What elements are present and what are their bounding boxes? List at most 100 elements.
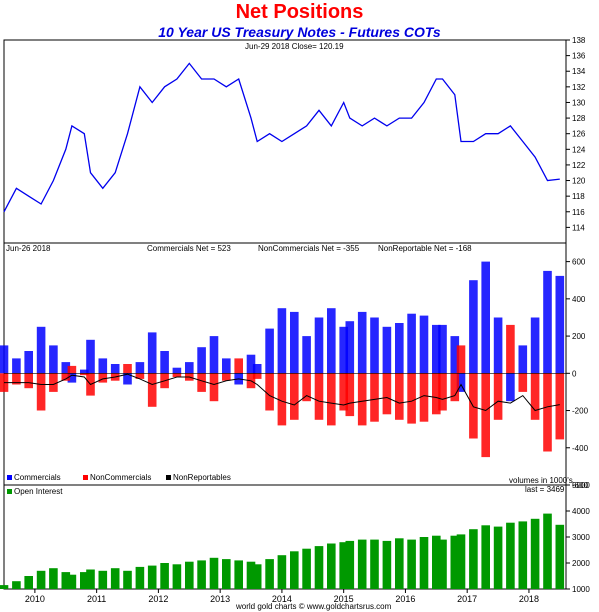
price-tick-label-130: 130 [572,98,586,107]
net-bar-commercials-5 [61,362,71,374]
price-line [3,62,560,213]
oi-tick-label-1000: 1000 [572,585,590,594]
oi-bar-40 [456,534,466,589]
net-bar-commercials-40 [456,373,466,392]
legend-nonreportables-swatch [166,475,171,480]
net-tick-label-400: 400 [572,295,586,304]
net-bar-noncommercials-45 [518,373,528,392]
chart-title: Net Positions [235,1,364,23]
x-axis: 2010 2011 2012 2013 2014 2015 2016 2017 2018 [25,589,539,604]
net-bar-noncommercials-39 [450,373,460,402]
net-bar-noncommercials-48 [555,373,565,440]
price-tick-label-138: 138 [572,36,586,45]
net-bar-commercials-19 [222,358,231,374]
price-tick-label-116: 116 [572,208,585,217]
x-tick-label-2017: 2017 [457,594,477,604]
price-tick-label-114: 114 [572,223,585,232]
net-bar-noncommercials-12 [135,373,145,379]
net-bar-commercials-21 [246,354,256,374]
legend-commercials-swatch [7,475,12,480]
net-bar-noncommercials-1 [12,373,21,385]
oi-bar-43 [493,526,503,589]
net-header-commercials: Commercials Net = 523 [147,244,231,253]
oi-bar-44 [506,522,515,589]
net-bar-noncommercials-38 [438,373,447,411]
net-bar-noncommercials-7 [80,373,89,376]
net-bar-noncommercials-29 [339,373,348,411]
price-tick-label-126: 126 [572,130,586,139]
oi-bar-26 [302,548,311,589]
oi-bar-14 [160,563,169,589]
oi-bar-27 [314,546,324,589]
net-bar-noncommercials-34 [395,373,404,420]
net-tick-label-600: 600 [572,258,586,267]
net-bar-noncommercials-43 [493,373,503,420]
x-tick-label-2016: 2016 [395,594,415,604]
net-bar-commercials-1 [12,358,21,374]
oi-bar-12 [135,566,145,589]
net-bar-noncommercials-11 [123,364,132,374]
oi-bar-7 [80,572,89,589]
net-bar-commercials-26 [302,336,311,374]
net-bar-commercials-10 [110,364,120,374]
net-bar-noncommercials-13 [147,373,157,407]
oi-bar-15 [172,564,182,589]
oi-bar-37 [432,535,441,589]
oi-bar-10 [110,568,120,589]
oi-bar-47 [543,513,552,589]
net-bar-commercials-7 [80,369,89,374]
net-bar-commercials-29 [339,326,348,374]
net-tick-label--200: -200 [572,407,589,416]
net-bar-commercials-41 [469,280,478,374]
net-bar-commercials-32 [370,317,379,374]
x-tick-label-2013: 2013 [210,594,230,604]
net-header-noncommercials: NonCommercials Net = -355 [258,244,360,253]
price-tick-label-136: 136 [572,52,586,61]
oi-last-label: last = 3469 [525,485,565,494]
net-bar-noncommercials-2 [24,373,33,389]
oi-tick-label-5000: 5000 [572,481,590,490]
x-tick-label-2011: 2011 [87,594,106,604]
legend-noncommercials-swatch [83,475,88,480]
oi-bar-32 [370,539,379,589]
oi-bar-13 [147,565,157,589]
net-tick-label-200: 200 [572,332,586,341]
net-bar-commercials-8 [86,339,95,374]
oi-bar-0 [0,585,9,589]
net-bar-commercials-42 [481,261,490,374]
x-tick-label-2012: 2012 [148,594,168,604]
net-bar-commercials-30 [345,321,355,374]
net-bar-commercials-36 [419,315,429,374]
net-bar-commercials-35 [407,313,416,374]
net-bar-commercials-16 [185,362,194,374]
oi-bar-2 [24,576,33,589]
net-bar-noncommercials-24 [277,373,287,426]
net-bar-noncommercials-47 [543,373,552,452]
price-tick-label-124: 124 [572,145,586,154]
oi-bar-11 [123,570,132,589]
net-bar-noncommercials-35 [407,373,416,424]
net-bar-commercials-45 [518,345,528,374]
net-bar-noncommercials-26 [302,373,311,402]
net-tick-label--400: -400 [572,444,589,453]
oi-tick-label-4000: 4000 [572,507,590,516]
price-panel: 114 116 118 120 122 124 126 128 130 132 134 136 138 [3,36,586,232]
oi-bar-19 [222,559,231,589]
net-bar-commercials-27 [314,317,324,374]
oi-bar-35 [407,539,416,589]
net-bar-noncommercials-28 [327,373,336,426]
net-bar-noncommercials-5 [61,373,71,381]
net-bar-noncommercials-18 [209,373,219,402]
net-bar-noncommercials-19 [222,373,231,381]
oi-bar-46 [530,518,540,589]
price-tick-label-128: 128 [572,114,586,123]
oi-bar-45 [518,521,528,589]
net-bar-noncommercials-37 [432,373,441,415]
x-tick-label-2015: 2015 [334,594,354,604]
oi-bar-29 [339,542,348,589]
net-bar-commercials-12 [135,362,145,374]
net-bar-noncommercials-36 [419,373,429,422]
net-bar-commercials-15 [172,367,182,374]
net-bar-commercials-46 [530,317,540,374]
net-nonreportables-line [4,373,560,412]
